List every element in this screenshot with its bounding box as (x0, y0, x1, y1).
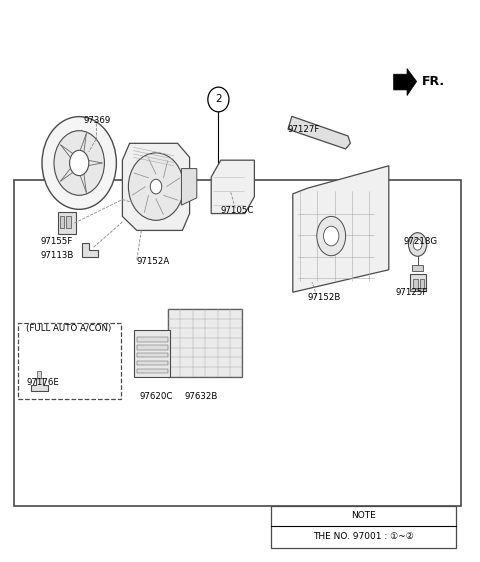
Polygon shape (394, 69, 417, 96)
Ellipse shape (70, 151, 89, 175)
Text: FR.: FR. (421, 75, 444, 88)
Ellipse shape (128, 153, 183, 220)
Text: 97152B: 97152B (307, 293, 341, 302)
Bar (137, 369, 168, 373)
Ellipse shape (42, 117, 117, 210)
Text: 97125F: 97125F (396, 288, 428, 297)
Bar (137, 337, 168, 342)
Text: 97155F: 97155F (41, 237, 73, 246)
Text: 97620C: 97620C (139, 392, 173, 401)
Ellipse shape (408, 233, 427, 256)
Text: 97176E: 97176E (26, 378, 59, 387)
Bar (137, 361, 168, 365)
Bar (66, 216, 71, 228)
Bar (137, 353, 168, 357)
Text: (FULL AUTO A/CON): (FULL AUTO A/CON) (26, 324, 112, 333)
Text: 2: 2 (215, 94, 222, 105)
Text: NOTE: NOTE (351, 511, 376, 520)
Text: 97152A: 97152A (137, 257, 170, 266)
Bar (137, 345, 168, 350)
Polygon shape (288, 116, 350, 149)
Bar (37, 371, 41, 378)
Text: THE NO. 97001 : ①~②: THE NO. 97001 : ①~② (313, 532, 414, 542)
Ellipse shape (54, 131, 105, 196)
Bar (18, 323, 121, 399)
Polygon shape (122, 143, 190, 230)
Bar (420, 279, 424, 288)
Polygon shape (211, 160, 254, 214)
Text: 97105C: 97105C (221, 206, 254, 215)
Text: 97369: 97369 (84, 116, 111, 125)
Text: 97113B: 97113B (41, 251, 74, 260)
Polygon shape (181, 169, 197, 205)
Polygon shape (31, 378, 48, 391)
Bar (271, 506, 456, 548)
Bar (410, 274, 426, 291)
Bar (60, 216, 64, 228)
Bar (413, 279, 418, 288)
Text: 97127F: 97127F (288, 125, 320, 134)
Ellipse shape (317, 216, 346, 256)
Polygon shape (293, 166, 389, 292)
Text: 97632B: 97632B (185, 392, 218, 401)
Bar (134, 330, 170, 377)
Ellipse shape (324, 226, 339, 246)
Ellipse shape (413, 239, 422, 250)
Bar (58, 212, 76, 234)
Bar (412, 265, 423, 271)
Polygon shape (82, 243, 98, 257)
Ellipse shape (150, 179, 162, 194)
Bar (14, 180, 461, 506)
Text: 97218G: 97218G (403, 237, 437, 246)
Bar (168, 309, 242, 377)
